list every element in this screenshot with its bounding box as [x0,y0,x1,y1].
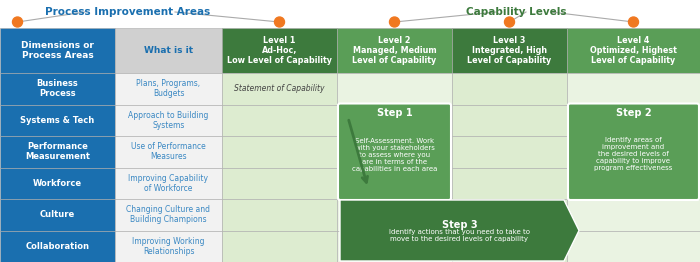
Text: Process Improvement Areas: Process Improvement Areas [46,7,211,17]
Text: Step 2: Step 2 [616,107,651,117]
Text: Step 3: Step 3 [442,221,477,231]
Bar [567,105,700,136]
Text: Level 2
Managed, Medium
Level of Capability: Level 2 Managed, Medium Level of Capabil… [352,36,437,66]
Bar [567,28,700,73]
Text: Improving Capability
of Workforce: Improving Capability of Workforce [129,173,209,193]
Text: Workforce: Workforce [33,179,82,188]
Bar [0,73,115,105]
Bar [0,28,115,73]
Bar [567,136,700,167]
Text: Culture: Culture [40,210,75,219]
Bar [337,28,452,73]
Bar [0,0,700,28]
Bar [337,167,452,199]
Bar [452,167,567,199]
Bar [0,105,115,136]
FancyBboxPatch shape [568,103,699,200]
Text: Step 1: Step 1 [377,107,412,117]
Circle shape [274,17,284,27]
Text: What is it: What is it [144,46,193,55]
Bar [0,199,115,231]
FancyBboxPatch shape [338,103,451,200]
Bar [0,167,115,199]
Circle shape [505,17,514,27]
Bar [222,73,337,105]
Bar [222,231,337,262]
Bar [115,167,222,199]
Bar [567,231,700,262]
Text: Capability Levels: Capability Levels [466,7,566,17]
Bar [567,199,700,231]
Bar [222,167,337,199]
Bar [0,231,115,262]
Bar [452,136,567,167]
Text: Approach to Building
Systems: Approach to Building Systems [128,111,209,130]
Text: Collaboration: Collaboration [25,242,90,251]
Bar [115,73,222,105]
Bar [337,231,452,262]
Circle shape [629,17,638,27]
Bar [452,199,567,231]
Bar [222,105,337,136]
Bar [115,28,222,73]
Text: Systems & Tech: Systems & Tech [20,116,94,125]
Bar [222,28,337,73]
Bar [567,73,700,105]
Bar [337,73,452,105]
Bar [567,167,700,199]
Bar [115,105,222,136]
Bar [222,199,337,231]
Bar [0,136,115,167]
Text: Improving Working
Relationships: Improving Working Relationships [132,237,204,256]
Circle shape [389,17,400,27]
Text: Performance
Measurement: Performance Measurement [25,142,90,161]
Bar [115,136,222,167]
Bar [337,136,452,167]
Text: Business
Process: Business Process [36,79,78,99]
Bar [452,231,567,262]
Text: Level 1
Ad-Hoc,
Low Level of Capability: Level 1 Ad-Hoc, Low Level of Capability [227,36,332,66]
Bar [115,199,222,231]
Text: Identify areas of
improvement and
the desired levels of
capability to improve
pr: Identify areas of improvement and the de… [594,137,673,171]
Bar [452,73,567,105]
Bar [337,105,452,136]
Text: Level 3
Integrated, High
Level of Capability: Level 3 Integrated, High Level of Capabi… [468,36,552,66]
Bar [337,199,452,231]
Text: Identify actions that you need to take to
move to the desired levels of capabili: Identify actions that you need to take t… [389,229,530,242]
Bar [115,231,222,262]
Text: Dimensions or
Process Areas: Dimensions or Process Areas [21,41,94,60]
Text: Statement of Capability: Statement of Capability [234,84,325,93]
Bar [222,136,337,167]
Bar [452,105,567,136]
Text: Use of Performance
Measures: Use of Performance Measures [131,142,206,161]
Text: Level 4
Optimized, Highest
Level of Capability: Level 4 Optimized, Highest Level of Capa… [590,36,677,66]
Text: Plans, Programs,
Budgets: Plans, Programs, Budgets [136,79,201,99]
Polygon shape [340,200,579,261]
Circle shape [13,17,22,27]
Text: Changing Culture and
Building Champions: Changing Culture and Building Champions [127,205,211,225]
Bar [452,28,567,73]
Text: Self-Assessment. Work
with your stakeholders
to assess where you
are in terms of: Self-Assessment. Work with your stakehol… [352,138,438,172]
